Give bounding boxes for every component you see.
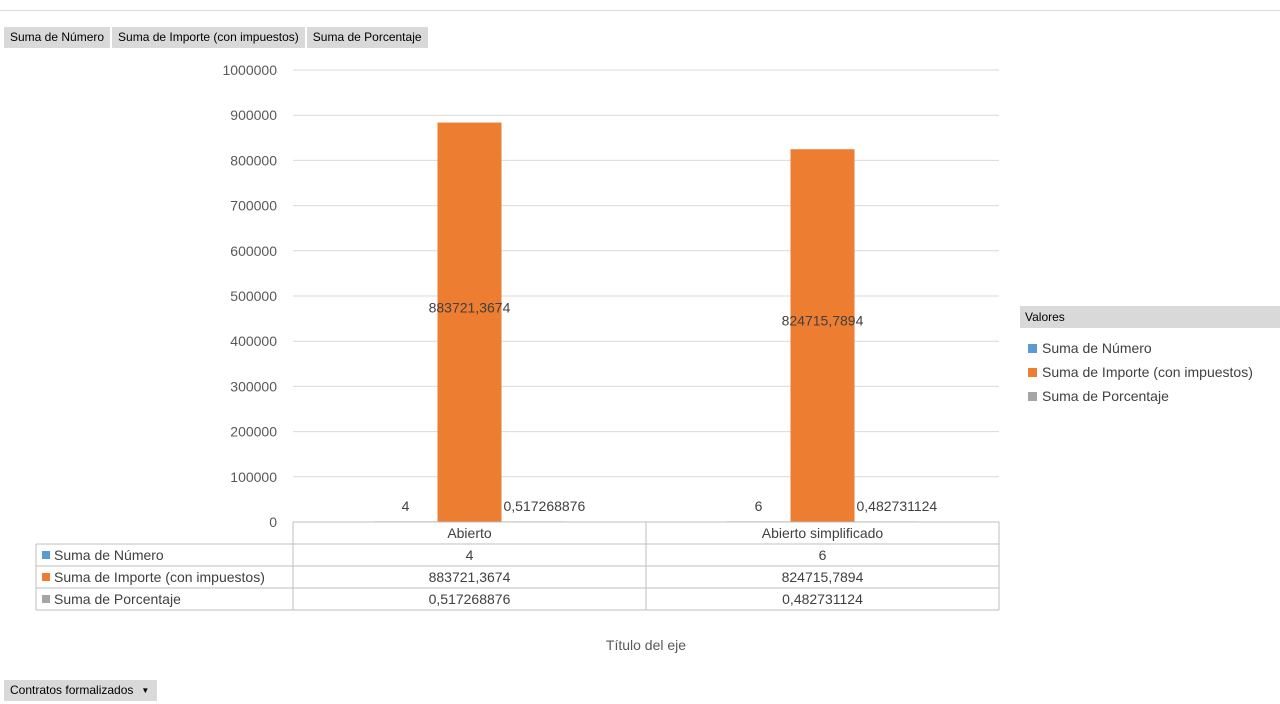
legend-title[interactable]: Valores (1020, 306, 1280, 328)
y-tick-label: 500000 (230, 288, 277, 304)
data-label: 4 (402, 498, 410, 514)
table-row-header: Suma de Porcentaje (54, 591, 181, 607)
chart-top-border (0, 10, 1280, 11)
legend-item-suma-numero[interactable]: Suma de Número (1028, 336, 1253, 360)
table-legend-key (42, 595, 50, 603)
data-label: 6 (755, 498, 763, 514)
legend-swatch (1028, 343, 1037, 353)
legend-swatch (1028, 391, 1037, 401)
bar (790, 149, 855, 523)
data-label: 0,482731124 (857, 498, 938, 514)
y-tick-label: 800000 (230, 152, 277, 168)
table-row-header: Suma de Importe (con impuestos) (54, 569, 265, 585)
gridlines (293, 69, 999, 478)
y-tick-label: 0 (269, 514, 277, 530)
x-axis-title: Título del eje (606, 637, 686, 653)
y-tick-label: 300000 (230, 378, 277, 394)
legend-item-suma-importe[interactable]: Suma de Importe (con impuestos) (1028, 360, 1253, 384)
x-category-label: Abierto simplificado (762, 525, 884, 541)
table-cell: 4 (466, 547, 474, 563)
legend-item-suma-porcentaje[interactable]: Suma de Porcentaje (1028, 384, 1253, 408)
dropdown-arrow-icon: ▼ (141, 686, 150, 696)
table-legend-key (42, 573, 50, 581)
legend-swatch (1028, 367, 1037, 377)
data-labels: 4 883721,3674 0,517268876 6 824715,7894 0,482… (402, 299, 938, 514)
table-cell: 883721,3674 (429, 569, 511, 585)
value-field-buttons: Suma de Número Suma de Importe (con impu… (4, 27, 428, 48)
x-category-label: Abierto (447, 525, 492, 541)
bars (373, 122, 919, 523)
y-tick-label: 200000 (230, 424, 277, 440)
data-label: 883721,3674 (429, 299, 511, 315)
data-label: 0,517268876 (504, 498, 586, 514)
data-label: 824715,7894 (782, 313, 864, 329)
legend: Suma de Número Suma de Importe (con impu… (1028, 336, 1253, 408)
field-button-suma-numero[interactable]: Suma de Número (4, 27, 111, 48)
table-cell: 6 (819, 547, 827, 563)
y-tick-label: 400000 (230, 333, 277, 349)
y-tick-label: 1000000 (222, 62, 277, 78)
filter-button-contratos[interactable]: Contratos formalizados ▼ (4, 680, 158, 701)
field-button-suma-porcentaje[interactable]: Suma de Porcentaje (306, 27, 428, 48)
bar (437, 122, 502, 522)
legend-label: Suma de Porcentaje (1042, 388, 1169, 404)
legend-label: Suma de Número (1042, 340, 1152, 356)
table-row-header: Suma de Número (54, 547, 164, 563)
filter-button-label: Contratos formalizados (10, 683, 134, 697)
data-table: Abierto Abierto simplificado Suma de Númer… (35, 521, 1000, 611)
table-cell: 0,517268876 (429, 591, 511, 607)
y-tick-label: 600000 (230, 243, 277, 259)
legend-label: Suma de Importe (con impuestos) (1042, 364, 1253, 380)
y-tick-label: 100000 (230, 469, 277, 485)
table-legend-key (42, 551, 50, 559)
table-cell: 824715,7894 (782, 569, 864, 585)
y-axis-tick-labels: 0 100000 200000 300000 400000 500000 600000 700… (222, 62, 277, 530)
table-cell: 0,482731124 (782, 591, 863, 607)
y-tick-label: 900000 (230, 107, 277, 123)
field-button-suma-importe[interactable]: Suma de Importe (con impuestos) (112, 27, 305, 48)
y-tick-label: 700000 (230, 198, 277, 214)
